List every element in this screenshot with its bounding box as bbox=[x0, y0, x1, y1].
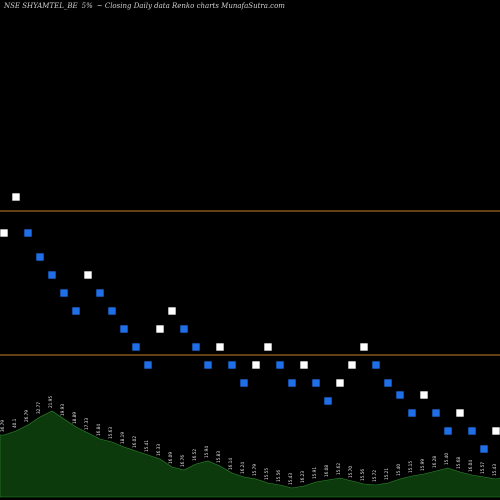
volume-area-path bbox=[0, 410, 500, 498]
volume-label: 15.70 bbox=[348, 466, 353, 478]
renko-brick bbox=[203, 360, 213, 370]
renko-brick bbox=[311, 378, 321, 388]
renko-brick bbox=[215, 342, 225, 352]
renko-brick bbox=[179, 324, 189, 334]
renko-brick bbox=[119, 324, 129, 334]
renko-brick bbox=[323, 396, 333, 406]
volume-label: 15.40 bbox=[396, 464, 401, 476]
volume-label: 16.52 bbox=[192, 449, 197, 461]
volume-label: 15.94 bbox=[204, 446, 209, 458]
volume-label: 15.41 bbox=[144, 440, 149, 452]
volume-labels: 36.79 40.1 26.79 32.77 21.95 19.93 18.89 17.33 1… bbox=[0, 396, 497, 485]
renko-brick bbox=[383, 378, 393, 388]
volume-label: 15.91 bbox=[312, 467, 317, 479]
volume-label: 16.14 bbox=[228, 458, 233, 470]
renko-brick bbox=[95, 288, 105, 298]
renko-brick bbox=[191, 342, 201, 352]
volume-label: 15.15 bbox=[408, 461, 413, 473]
volume-label: 15.21 bbox=[384, 468, 389, 480]
volume-label: 15.43 bbox=[288, 473, 293, 485]
volume-label: 15.56 bbox=[276, 470, 281, 482]
box-size-label: 5% bbox=[81, 2, 93, 10]
level-lines bbox=[0, 210, 500, 356]
volume-label: 15.72 bbox=[372, 470, 377, 482]
renko-brick bbox=[263, 342, 273, 352]
volume-label: 15.40 bbox=[444, 453, 449, 465]
renko-brick bbox=[35, 252, 45, 262]
volume-label: 16.09 bbox=[168, 452, 173, 464]
renko-brick bbox=[335, 378, 345, 388]
renko-brick bbox=[239, 378, 249, 388]
renko-brick bbox=[11, 192, 21, 202]
volume-label: 16.84 bbox=[96, 424, 101, 436]
renko-brick bbox=[299, 360, 309, 370]
volume-label: 15.68 bbox=[456, 457, 461, 469]
volume-label: 18.19 bbox=[120, 432, 125, 444]
volume-label: 15.57 bbox=[480, 462, 485, 474]
volume-label: 16.23 bbox=[300, 471, 305, 483]
renko-brick bbox=[347, 360, 357, 370]
renko-brick bbox=[491, 426, 500, 436]
renko-brick bbox=[371, 360, 381, 370]
renko-brick bbox=[107, 306, 117, 316]
volume-label: 40.1 bbox=[12, 418, 17, 428]
renko-bricks bbox=[0, 192, 500, 454]
volume-label: 15.55 bbox=[264, 468, 269, 480]
renko-brick bbox=[287, 378, 297, 388]
renko-brick bbox=[359, 342, 369, 352]
volume-label: 19.93 bbox=[60, 404, 65, 416]
renko-brick bbox=[143, 360, 153, 370]
renko-brick bbox=[275, 360, 285, 370]
volume-label: 21.95 bbox=[48, 396, 53, 408]
volume-label: 16.04 bbox=[468, 460, 473, 472]
renko-brick bbox=[431, 408, 441, 418]
volume-label: 16.33 bbox=[156, 444, 161, 456]
renko-brick bbox=[23, 228, 33, 238]
renko-brick bbox=[251, 360, 261, 370]
volume-label: 16.76 bbox=[180, 455, 185, 467]
renko-brick bbox=[407, 408, 417, 418]
volume-label: 16.02 bbox=[132, 436, 137, 448]
volume-label: 15.79 bbox=[252, 464, 257, 476]
volume-label: 17.33 bbox=[84, 418, 89, 430]
renko-brick bbox=[467, 426, 477, 436]
volume-label: 15.62 bbox=[336, 463, 341, 475]
renko-brick bbox=[131, 342, 141, 352]
renko-brick bbox=[47, 270, 57, 280]
renko-brick bbox=[419, 390, 429, 400]
volume-label: 32.77 bbox=[36, 402, 41, 414]
volume-label: 15.63 bbox=[108, 427, 113, 439]
volume-label: 16.24 bbox=[240, 462, 245, 474]
volume-label: 26.79 bbox=[24, 410, 29, 422]
volume-area bbox=[0, 410, 500, 498]
renko-brick bbox=[59, 288, 69, 298]
renko-brick bbox=[0, 228, 9, 238]
volume-label: 16.28 bbox=[432, 456, 437, 468]
volume-label: 15.56 bbox=[360, 469, 365, 481]
renko-brick bbox=[71, 306, 81, 316]
renko-brick bbox=[395, 390, 405, 400]
renko-brick bbox=[443, 426, 453, 436]
volume-label: 15.99 bbox=[420, 459, 425, 471]
volume-label: 36.79 bbox=[0, 420, 5, 432]
volume-label: 15.83 bbox=[216, 451, 221, 463]
renko-brick bbox=[167, 306, 177, 316]
renko-brick bbox=[155, 324, 165, 334]
volume-label: 18.89 bbox=[72, 412, 77, 424]
symbol-label: NSE SHYAMTEL_BE bbox=[4, 2, 78, 10]
volume-label: 15.43 bbox=[492, 464, 497, 476]
volume-label: 16.08 bbox=[324, 465, 329, 477]
chart-header: NSE SHYAMTEL_BE 5% ~ Closing Daily data Re… bbox=[4, 2, 289, 10]
renko-brick bbox=[83, 270, 93, 280]
header-tail: ~ Closing Daily data Renko charts Munafa… bbox=[96, 2, 285, 10]
renko-brick bbox=[479, 444, 489, 454]
renko-brick bbox=[227, 360, 237, 370]
renko-brick bbox=[455, 408, 465, 418]
